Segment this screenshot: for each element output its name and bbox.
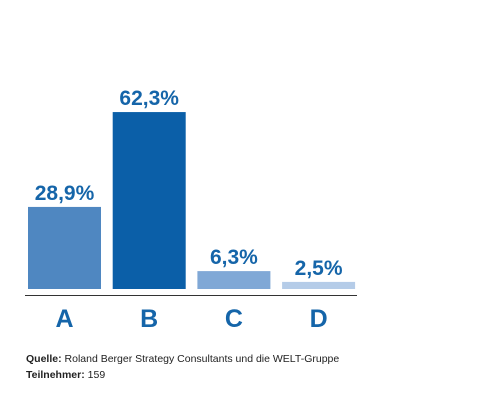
category-label: B	[140, 305, 158, 333]
source-text: Roland Berger Strategy Consultants und d…	[65, 353, 340, 365]
participants-note: Teilnehmer: 159	[26, 369, 105, 381]
category-label: D	[310, 305, 328, 333]
bar	[282, 281, 356, 289]
category-label: C	[225, 305, 243, 333]
participants-value: 159	[88, 369, 106, 381]
bar	[28, 206, 101, 289]
source-label: Quelle:	[26, 353, 62, 365]
bar	[112, 112, 186, 290]
participants-label: Teilnehmer:	[26, 369, 85, 381]
source-note: Quelle: Roland Berger Strategy Consultan…	[26, 353, 339, 365]
value-label: 62,3%	[119, 87, 179, 110]
value-label: 6,3%	[210, 246, 258, 269]
value-label: 2,5%	[295, 257, 343, 280]
category-label: A	[55, 305, 73, 333]
value-label: 28,9%	[35, 182, 95, 205]
bar	[197, 271, 271, 289]
